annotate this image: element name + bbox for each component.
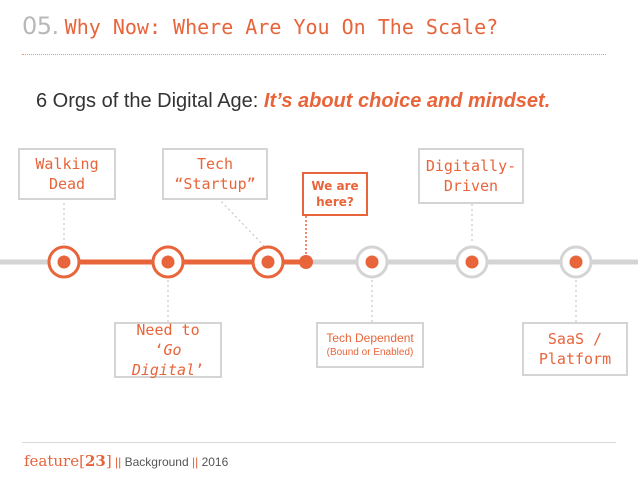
stage-digitally-driven: Digitally- Driven [418, 148, 524, 204]
quote-close: ’ [195, 361, 205, 379]
node-tech-startup [251, 245, 285, 279]
stage-tech-dependent-line1: Tech Dependent [326, 330, 414, 345]
slide-title: 05. Why Now: Where Are You On The Scale? [22, 12, 498, 40]
node-need-digital [151, 245, 185, 279]
stage-saas-platform-line1: SaaS / [547, 330, 603, 348]
stage-tech-dependent: Tech Dependent (Bound or Enabled) [316, 322, 424, 368]
node-digitally-driven [455, 245, 489, 279]
stage-digitally-driven-line1: Digitally- [425, 157, 517, 175]
stage-digitally-driven-line2: Driven [443, 177, 499, 195]
stage-saas-platform: SaaS / Platform [522, 322, 628, 376]
title-divider [22, 54, 606, 55]
footer-year: 2016 [201, 455, 229, 469]
subtitle-plain: 6 Orgs of the Digital Age: [36, 90, 264, 112]
connector-tech-startup [217, 197, 265, 247]
brand-prefix: feature [24, 452, 80, 470]
footer: feature[23] || Background || 2016 [24, 451, 228, 470]
subtitle: 6 Orgs of the Digital Age: It’s about ch… [36, 90, 550, 113]
marker-line2: here? [316, 195, 354, 209]
footer-separator: || [111, 455, 125, 469]
quote-open: ‘ [154, 341, 164, 359]
node-walking-dead [47, 245, 81, 279]
footer-divider [22, 442, 616, 443]
stage-need-digital-line1: Need to [136, 321, 200, 339]
footer-separator: || [188, 455, 202, 469]
stage-need-digital-line2: ‘Go Digital’ [116, 340, 220, 380]
current-position-dot [299, 255, 313, 269]
stage-walking-dead: Walking Dead [18, 148, 116, 200]
subtitle-emphasis: It’s about choice and mindset. [263, 90, 551, 112]
brand-close: ] [105, 452, 112, 470]
stage-tech-dependent-line2: (Bound or Enabled) [326, 346, 414, 358]
brand-number: 23 [84, 452, 106, 470]
stage-saas-platform-line2: Platform [538, 350, 612, 368]
marker-line1: We are [311, 179, 359, 193]
stage-walking-dead-line2: Dead [48, 175, 86, 193]
stage-tech-startup: Tech “Startup” [162, 148, 268, 200]
we-are-here-marker: We are here? [302, 172, 368, 216]
section-number: 05. [22, 12, 59, 40]
footer-label: Background [124, 455, 189, 469]
stage-need-digital: Need to ‘Go Digital’ [114, 321, 222, 380]
stage-tech-startup-line1: Tech [196, 155, 234, 173]
title-text: Why Now: Where Are You On The Scale? [64, 15, 499, 39]
go-digital-text: Go Digital [131, 341, 196, 379]
node-saas-platform [559, 245, 593, 279]
brand-open: [ [79, 452, 85, 470]
stage-walking-dead-line1: Walking [35, 155, 99, 173]
brand-logo: feature[23] [24, 452, 112, 470]
stage-tech-startup-line2: “Startup” [174, 175, 256, 193]
node-tech-dependent [355, 245, 389, 279]
